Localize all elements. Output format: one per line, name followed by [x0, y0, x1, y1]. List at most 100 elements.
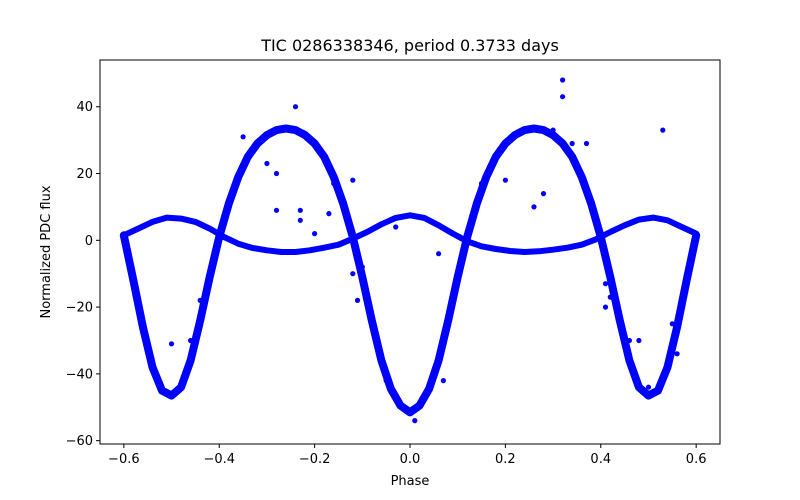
- data-point: [550, 132, 556, 138]
- data-point: [655, 388, 661, 394]
- data-point: [273, 207, 280, 213]
- data-point: [493, 154, 499, 160]
- data-point: [684, 277, 690, 283]
- data-point: [340, 201, 346, 207]
- data-point: [292, 249, 299, 255]
- data-point: [221, 234, 227, 240]
- data-point: [130, 277, 136, 283]
- data-point: [569, 154, 575, 160]
- data-point: [607, 274, 613, 280]
- data-point: [159, 388, 165, 394]
- data-point: [478, 180, 485, 187]
- data-point: [478, 243, 485, 249]
- data-point: [536, 248, 542, 254]
- data-point: [283, 125, 289, 132]
- x-axis-label: Phase: [391, 474, 430, 489]
- data-point: [626, 357, 633, 364]
- data-point: [149, 219, 156, 225]
- data-point: [474, 201, 480, 207]
- data-point: [674, 324, 680, 330]
- data-point: [273, 127, 280, 133]
- data-point: [531, 204, 537, 210]
- data-point: [397, 403, 404, 409]
- data-point: [412, 418, 418, 424]
- y-tick-label: −20: [66, 301, 93, 316]
- data-point: [512, 132, 518, 138]
- data-point: [364, 229, 370, 235]
- data-point: [502, 177, 508, 183]
- data-point: [679, 304, 685, 310]
- data-point: [602, 304, 609, 310]
- data-point: [560, 94, 566, 100]
- data-point: [583, 140, 590, 147]
- series-2: [168, 77, 685, 424]
- data-point: [149, 364, 156, 370]
- data-point: [660, 127, 666, 133]
- data-point: [560, 77, 566, 83]
- data-point: [250, 245, 256, 251]
- x-tick-label: 0.4: [590, 452, 611, 467]
- data-point: [178, 384, 184, 390]
- data-point: [235, 241, 241, 247]
- data-point: [579, 242, 585, 248]
- data-point: [445, 317, 451, 324]
- data-point: [207, 226, 213, 232]
- data-point: [312, 140, 318, 147]
- data-point: [188, 337, 194, 344]
- data-point: [240, 134, 246, 140]
- data-point: [607, 294, 613, 300]
- data-point: [354, 297, 361, 303]
- data-point: [645, 393, 652, 399]
- data-point: [645, 384, 652, 390]
- data-point: [493, 246, 499, 252]
- data-point: [531, 125, 537, 132]
- data-point: [588, 201, 594, 207]
- data-point: [168, 341, 175, 347]
- chart-title: TIC 0286338346, period 0.3733 days: [260, 36, 559, 55]
- data-point: [450, 231, 456, 237]
- data-point: [664, 364, 671, 370]
- data-point: [350, 271, 356, 277]
- data-point: [393, 215, 399, 221]
- data-point: [421, 215, 427, 221]
- data-point: [326, 211, 332, 217]
- data-point: [436, 357, 442, 364]
- data-point: [436, 222, 442, 228]
- data-point: [602, 281, 609, 287]
- data-point: [464, 238, 470, 244]
- data-point: [564, 245, 571, 251]
- data-point: [350, 177, 356, 183]
- data-point: [636, 337, 642, 344]
- data-point: [297, 207, 303, 213]
- data-point: [521, 127, 528, 133]
- data-point: [436, 251, 442, 257]
- data-point: [321, 154, 327, 160]
- data-point: [264, 160, 270, 167]
- data-point: [292, 127, 299, 133]
- y-axis-label: Normalized PDC flux: [39, 185, 54, 318]
- data-point: [650, 215, 656, 221]
- data-point: [521, 249, 528, 255]
- data-point: [626, 337, 633, 344]
- data-point: [617, 317, 623, 324]
- data-point: [235, 174, 241, 180]
- data-point: [350, 236, 356, 242]
- data-point: [297, 217, 303, 223]
- data-point: [264, 247, 270, 253]
- data-point: [636, 217, 642, 223]
- data-point: [207, 274, 213, 280]
- data-point: [407, 409, 413, 415]
- data-point: [245, 154, 251, 160]
- data-point: [540, 127, 547, 133]
- data-point: [331, 174, 337, 180]
- data-point: [669, 321, 675, 327]
- data-point: [426, 386, 432, 392]
- data-point: [121, 232, 127, 238]
- data-point: [674, 351, 680, 357]
- plot-frame: [99, 59, 721, 445]
- data-point: [312, 231, 318, 237]
- data-point: [622, 222, 628, 228]
- data-point: [483, 174, 489, 180]
- data-point: [550, 247, 556, 253]
